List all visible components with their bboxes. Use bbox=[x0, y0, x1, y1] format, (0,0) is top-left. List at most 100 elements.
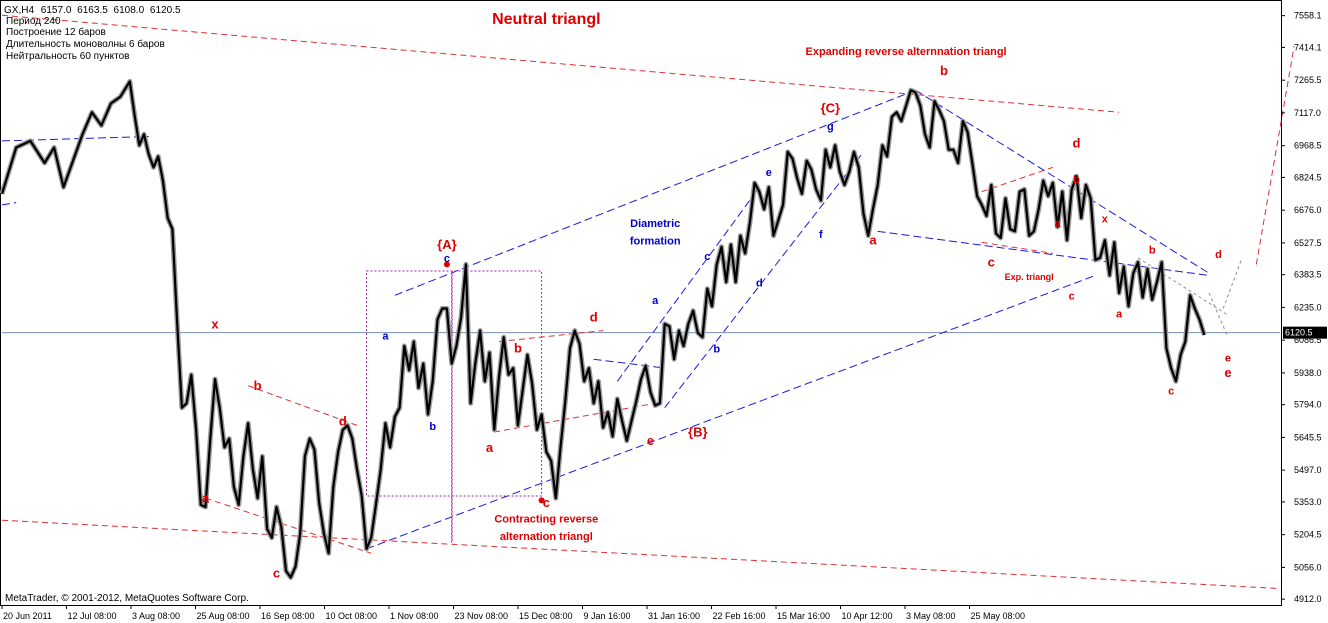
wave-annotations: Neutral triangl Expanding reverse alternn… bbox=[202, 11, 1232, 580]
blue-dashed-trendline bbox=[616, 186, 760, 382]
wave-label-red: c bbox=[1069, 291, 1075, 303]
footer-copyright: MetaTrader, © 2001-2012, MetaQuotes Soft… bbox=[5, 593, 249, 604]
y-tick-label: 5204.5 bbox=[1294, 530, 1322, 540]
wave-label-red: c bbox=[1168, 386, 1174, 398]
ohlc-open: 6157.0 bbox=[41, 5, 72, 16]
x-tick-label: 15 Dec 08:00 bbox=[519, 611, 573, 621]
wave-label-red: x bbox=[1102, 214, 1109, 226]
price-axis: 7558.1 7414.1 7265.5 7117.0 6968.5 6824.5 6676… bbox=[1281, 11, 1322, 604]
y-tick-label: 4912.0 bbox=[1294, 594, 1322, 604]
gray-dashed-projection bbox=[1208, 292, 1229, 338]
wave-label-red: b bbox=[1149, 244, 1156, 256]
y-tick-label: 5645.5 bbox=[1294, 432, 1322, 442]
wave-label-red: b bbox=[1073, 174, 1080, 186]
ohlc-close: 6120.5 bbox=[150, 5, 181, 16]
red-dashed-trendline bbox=[1255, 46, 1295, 265]
wave-label-red: {C} bbox=[821, 100, 841, 115]
ohlc-high: 6163.5 bbox=[77, 5, 108, 16]
red-dashed-trendline bbox=[494, 402, 656, 433]
x-tick-label: 12 Jul 08:00 bbox=[68, 611, 117, 621]
x-tick-label: 25 May 08:00 bbox=[971, 611, 1026, 621]
x-tick-label: 3 Aug 08:00 bbox=[132, 611, 180, 621]
blue-dashed-trendline bbox=[1, 202, 17, 206]
wave-label-red: d bbox=[1215, 249, 1222, 261]
y-tick-label: 7414.1 bbox=[1294, 42, 1322, 52]
pivot-marker bbox=[443, 261, 450, 268]
y-tick-label: 5353.0 bbox=[1294, 497, 1322, 507]
y-tick-label: 5938.0 bbox=[1294, 368, 1322, 378]
x-tick-label: 10 Oct 08:00 bbox=[326, 611, 378, 621]
wave-label-red: Exp. triangl bbox=[1005, 272, 1054, 282]
purple-dotted-box bbox=[451, 270, 453, 543]
x-tick-label: 3 May 08:00 bbox=[906, 611, 956, 621]
wave-label-red: e bbox=[647, 433, 654, 448]
info-build: Построение 12 баров bbox=[6, 26, 106, 38]
y-tick-label: 6086.5 bbox=[1294, 335, 1322, 345]
x-tick-label: 20 Jun 2011 bbox=[3, 611, 52, 621]
x-tick-label: 1 Nov 08:00 bbox=[390, 611, 439, 621]
x-tick-label: 15 Mar 16:00 bbox=[777, 611, 830, 621]
wave-label-blue: d bbox=[756, 277, 763, 289]
wave-label-red: a bbox=[1054, 218, 1061, 230]
blue-dashed-trendline bbox=[394, 89, 916, 296]
y-tick-label: 6968.5 bbox=[1294, 141, 1322, 151]
blue-dashed-trendline bbox=[664, 151, 864, 409]
x-tick-label: 22 Feb 16:00 bbox=[713, 611, 766, 621]
wave-label-red: Neutral triangl bbox=[492, 11, 600, 28]
wave-label-blue: Diametric bbox=[630, 218, 680, 230]
pivot-marker bbox=[538, 497, 545, 504]
wave-label-blue: b bbox=[713, 344, 720, 356]
y-tick-label: 7117.0 bbox=[1294, 108, 1321, 118]
price-line bbox=[0, 80, 1206, 579]
wave-label-blue: e bbox=[766, 167, 772, 179]
y-tick-label: 5794.0 bbox=[1294, 400, 1322, 410]
wave-label-blue: c bbox=[704, 251, 710, 263]
current-price-marker: 6120.5 bbox=[1283, 326, 1327, 339]
wave-label-red: d bbox=[1072, 136, 1080, 151]
time-axis: 20 Jun 2011 12 Jul 08:00 3 Aug 08:00 25 Aug… bbox=[1, 605, 1026, 621]
wave-label-blue: g bbox=[827, 121, 834, 133]
wave-label-red: alternation triangl bbox=[500, 531, 593, 543]
y-tick-label: 6824.5 bbox=[1294, 172, 1322, 182]
x-tick-label: 31 Jan 16:00 bbox=[648, 611, 700, 621]
red-dashed-trendline bbox=[205, 497, 372, 554]
wave-label-red: b bbox=[514, 341, 522, 356]
wave-label-red: c bbox=[543, 495, 550, 510]
red-dashed-trendline bbox=[1, 14, 1120, 113]
wave-label-red: d bbox=[339, 413, 347, 428]
info-duration: Длительность моноволны 6 баров bbox=[6, 38, 165, 50]
wave-label-red: e bbox=[1224, 365, 1231, 380]
wave-label-red: e bbox=[1225, 352, 1231, 364]
x-tick-label: 23 Nov 08:00 bbox=[455, 611, 509, 621]
info-period: Период 240 bbox=[6, 16, 61, 27]
y-tick-label: 5056.0 bbox=[1294, 562, 1322, 572]
red-dashed-trendline bbox=[1, 519, 1281, 590]
y-tick-label: 7558.1 bbox=[1294, 11, 1322, 21]
wave-label-red: b bbox=[254, 378, 262, 393]
wave-label-red: a bbox=[1116, 308, 1123, 320]
y-tick-label: 6383.5 bbox=[1294, 270, 1322, 280]
wave-label-red: {B} bbox=[688, 424, 708, 439]
wave-label-blue: c bbox=[444, 253, 450, 265]
wave-label-red: Expanding reverse alternnation triangl bbox=[806, 46, 1007, 58]
wave-label-blue: b bbox=[429, 421, 436, 433]
wave-label-blue: a bbox=[382, 330, 389, 342]
wave-label-red: a bbox=[869, 233, 877, 248]
wave-label-red: a bbox=[486, 440, 494, 455]
symbol-label: GX,H4 bbox=[4, 5, 34, 16]
wave-label-red: c bbox=[988, 255, 995, 270]
red-dashed-trendline bbox=[498, 330, 604, 343]
blue-dashed-trendline bbox=[915, 89, 1210, 274]
wave-label-blue: a bbox=[652, 295, 659, 307]
ohlc-low: 6108.0 bbox=[114, 5, 145, 16]
y-tick-label: 6527.5 bbox=[1294, 238, 1322, 248]
red-dashed-trendline bbox=[981, 241, 1053, 254]
y-tick-label: 6676.0 bbox=[1294, 205, 1322, 215]
symbol-ohlc: GX,H4 6157.0 6163.5 6108.0 6120.5 bbox=[4, 5, 181, 16]
x-tick-label: 9 Jan 16:00 bbox=[584, 611, 631, 621]
wave-label-red: a bbox=[202, 491, 210, 506]
wave-label-red: {A} bbox=[437, 237, 457, 252]
wave-label-blue: formation bbox=[630, 236, 681, 248]
current-price-label: 6120.5 bbox=[1285, 328, 1313, 338]
